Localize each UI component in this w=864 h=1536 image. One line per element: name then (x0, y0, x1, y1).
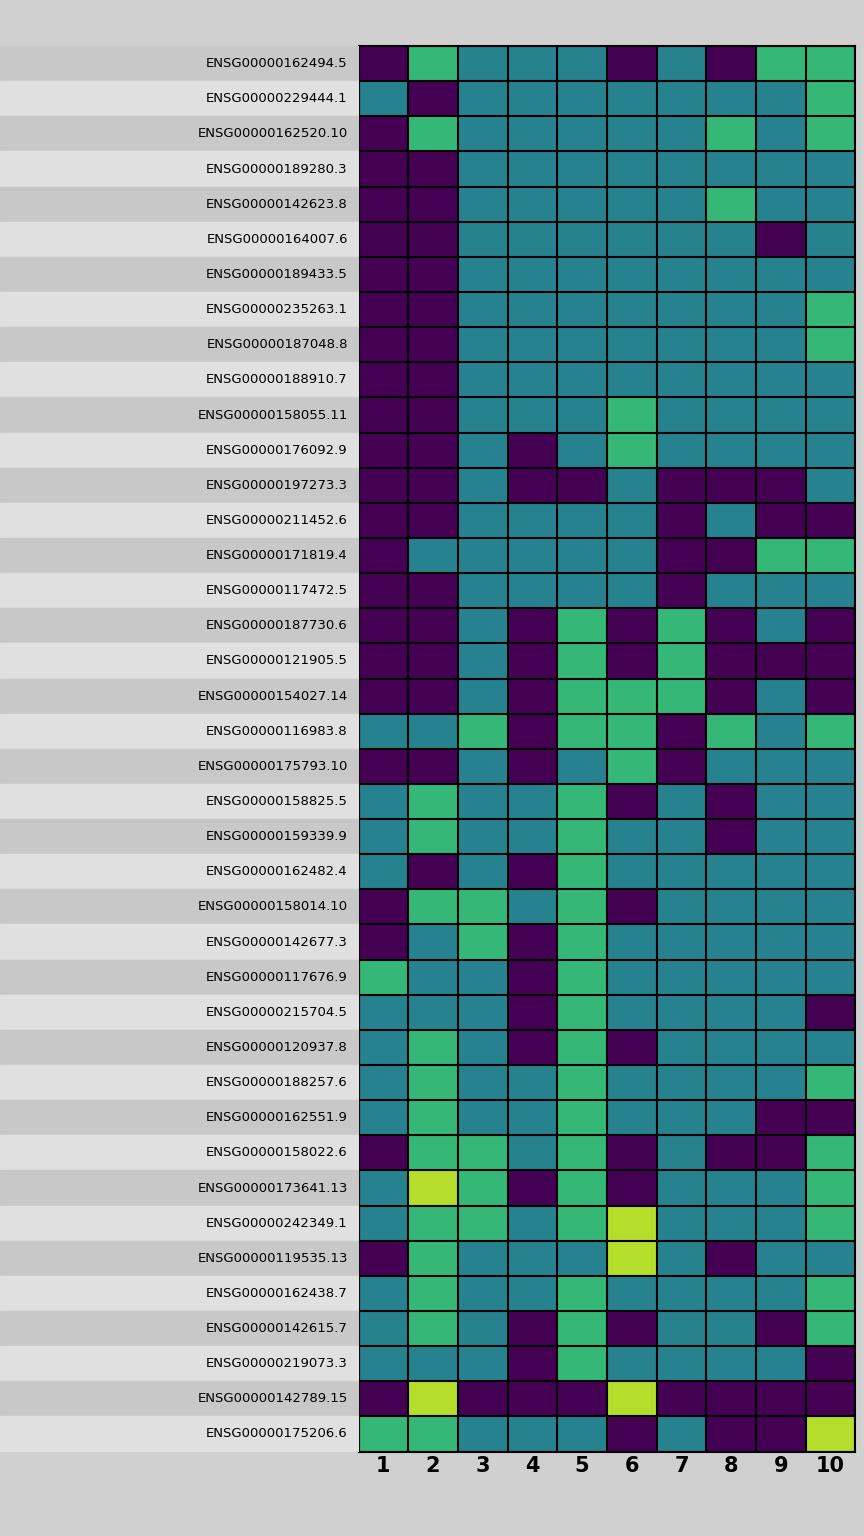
Text: ENSG00000121905.5: ENSG00000121905.5 (206, 654, 348, 668)
Bar (0, 1241, 359, 1276)
Bar (0, 81, 359, 117)
Bar (0, 995, 359, 1029)
Text: ENSG00000175206.6: ENSG00000175206.6 (206, 1427, 348, 1441)
Bar (0, 608, 359, 644)
Bar (0, 819, 359, 854)
Text: ENSG00000154027.14: ENSG00000154027.14 (198, 690, 348, 702)
Bar (0, 152, 359, 186)
Text: ENSG00000162551.9: ENSG00000162551.9 (206, 1111, 348, 1124)
Text: ENSG00000158022.6: ENSG00000158022.6 (206, 1146, 348, 1160)
Bar (0, 1100, 359, 1135)
Bar (0, 854, 359, 889)
Text: ENSG00000142789.15: ENSG00000142789.15 (198, 1392, 348, 1405)
Text: ENSG00000142677.3: ENSG00000142677.3 (206, 935, 348, 949)
Text: ENSG00000142615.7: ENSG00000142615.7 (206, 1322, 348, 1335)
Text: ENSG00000187730.6: ENSG00000187730.6 (206, 619, 348, 633)
Bar (0, 1416, 359, 1452)
Bar (0, 257, 359, 292)
Text: ENSG00000187048.8: ENSG00000187048.8 (206, 338, 348, 352)
Text: ENSG00000242349.1: ENSG00000242349.1 (206, 1217, 348, 1230)
Bar (0, 221, 359, 257)
Text: ENSG00000162520.10: ENSG00000162520.10 (198, 127, 348, 140)
Text: ENSG00000120937.8: ENSG00000120937.8 (206, 1041, 348, 1054)
Text: ENSG00000176092.9: ENSG00000176092.9 (206, 444, 348, 456)
Text: ENSG00000117676.9: ENSG00000117676.9 (206, 971, 348, 983)
Bar (0, 1135, 359, 1170)
Text: ENSG00000188257.6: ENSG00000188257.6 (206, 1077, 348, 1089)
Bar (0, 714, 359, 750)
Text: ENSG00000235263.1: ENSG00000235263.1 (206, 303, 348, 316)
Text: ENSG00000173641.13: ENSG00000173641.13 (198, 1181, 348, 1195)
Text: ENSG00000159339.9: ENSG00000159339.9 (206, 829, 348, 843)
Text: ENSG00000116983.8: ENSG00000116983.8 (206, 725, 348, 737)
Text: ENSG00000215704.5: ENSG00000215704.5 (206, 1006, 348, 1018)
Bar (0, 1064, 359, 1100)
Text: ENSG00000189433.5: ENSG00000189433.5 (206, 267, 348, 281)
Bar (0, 1206, 359, 1241)
Text: ENSG00000197273.3: ENSG00000197273.3 (206, 479, 348, 492)
Bar (0, 1381, 359, 1416)
Bar (0, 1276, 359, 1312)
Text: ENSG00000162482.4: ENSG00000162482.4 (206, 865, 348, 879)
Text: ENSG00000164007.6: ENSG00000164007.6 (206, 233, 348, 246)
Bar (0, 679, 359, 714)
Text: ENSG00000162438.7: ENSG00000162438.7 (206, 1287, 348, 1299)
Bar (0, 1029, 359, 1064)
Text: ENSG00000158825.5: ENSG00000158825.5 (206, 796, 348, 808)
Text: ENSG00000188910.7: ENSG00000188910.7 (206, 373, 348, 387)
Text: ENSG00000211452.6: ENSG00000211452.6 (206, 515, 348, 527)
Bar (0, 46, 359, 81)
Text: ENSG00000119535.13: ENSG00000119535.13 (197, 1252, 348, 1264)
Text: ENSG00000171819.4: ENSG00000171819.4 (206, 548, 348, 562)
Text: ENSG00000142623.8: ENSG00000142623.8 (206, 198, 348, 210)
Bar (0, 1310, 359, 1346)
Bar (0, 398, 359, 433)
Text: ENSG00000158055.11: ENSG00000158055.11 (198, 409, 348, 421)
Bar (0, 117, 359, 152)
Bar (0, 292, 359, 327)
Bar (0, 187, 359, 221)
Text: ENSG00000117472.5: ENSG00000117472.5 (206, 584, 348, 598)
Bar (0, 502, 359, 538)
Text: ENSG00000162494.5: ENSG00000162494.5 (206, 57, 348, 71)
Bar (0, 538, 359, 573)
Bar (0, 433, 359, 467)
Bar (0, 1346, 359, 1381)
Text: ENSG00000219073.3: ENSG00000219073.3 (206, 1358, 348, 1370)
Text: ENSG00000158014.10: ENSG00000158014.10 (198, 900, 348, 914)
Bar (0, 960, 359, 995)
Text: ENSG00000175793.10: ENSG00000175793.10 (198, 760, 348, 773)
Bar (0, 783, 359, 819)
Bar (0, 467, 359, 502)
Bar (0, 889, 359, 925)
Bar (0, 925, 359, 960)
Bar (0, 1170, 359, 1206)
Bar (0, 644, 359, 679)
Text: ENSG00000229444.1: ENSG00000229444.1 (206, 92, 348, 106)
Bar (0, 327, 359, 362)
Bar (0, 573, 359, 608)
Bar (0, 750, 359, 783)
Bar (0, 362, 359, 398)
Text: ENSG00000189280.3: ENSG00000189280.3 (206, 163, 348, 175)
